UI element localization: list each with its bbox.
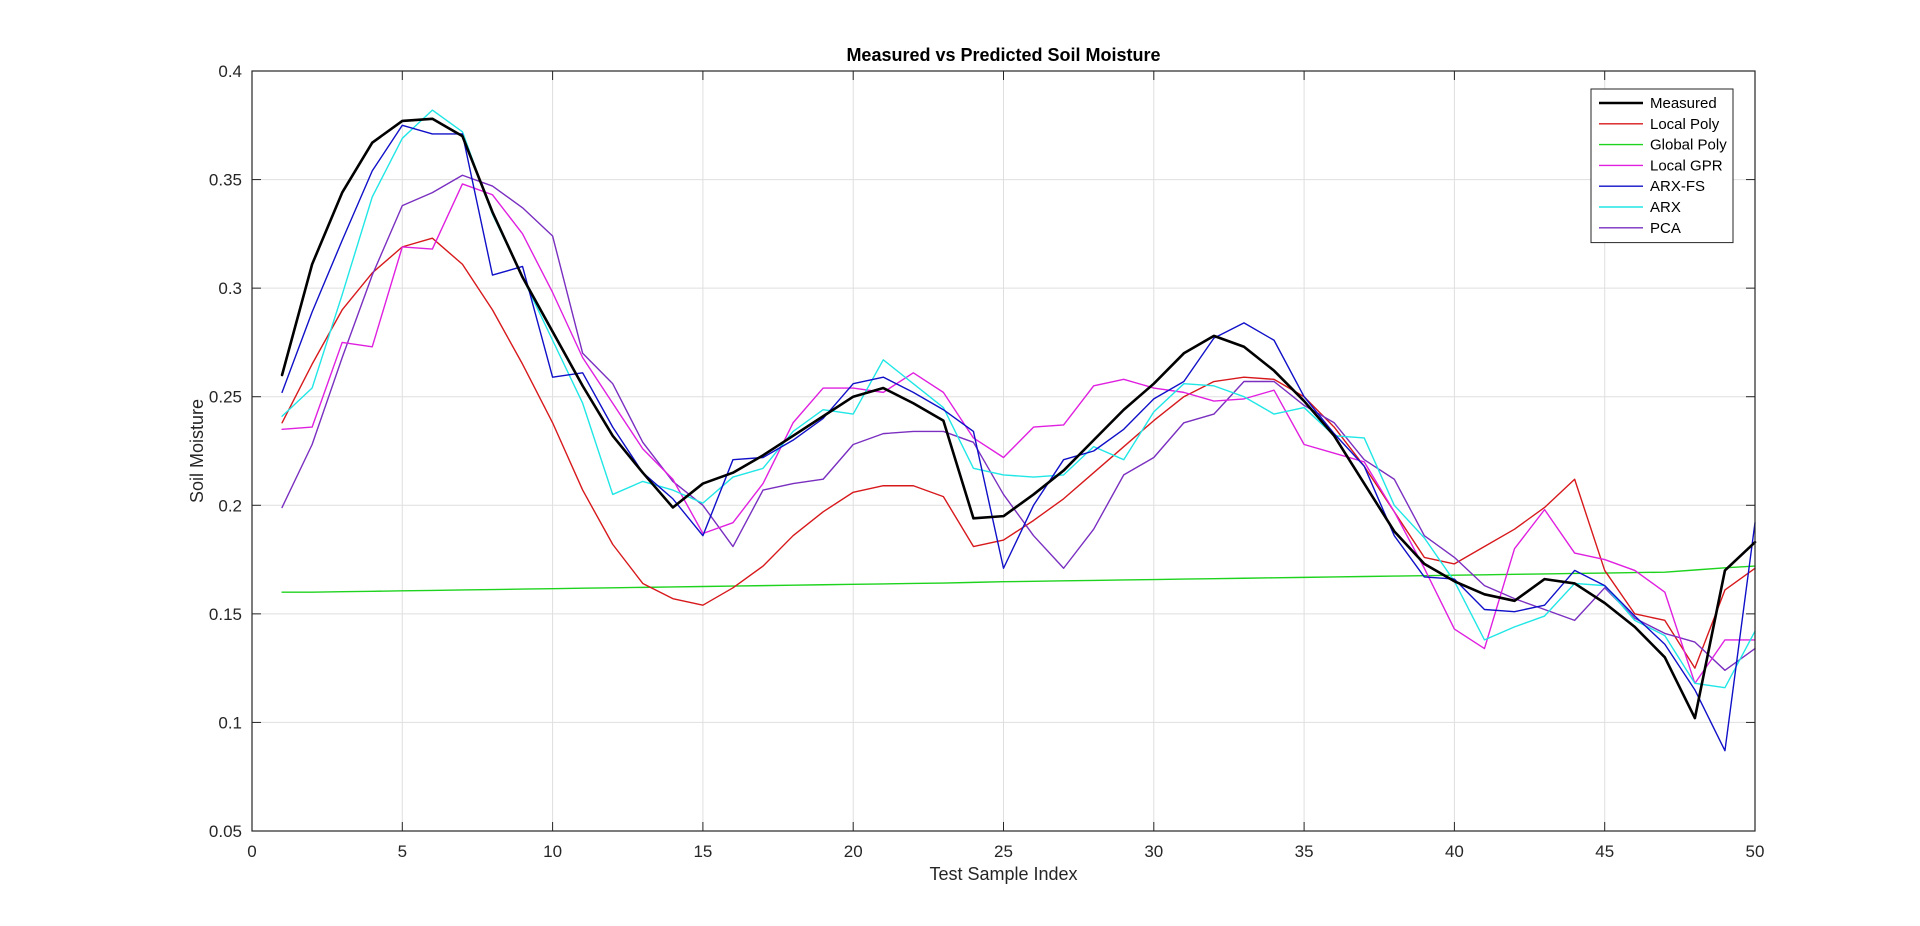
y-tick-label: 0.1 xyxy=(218,713,242,732)
x-tick-label: 45 xyxy=(1595,842,1614,861)
x-tick-label: 50 xyxy=(1746,842,1765,861)
x-tick-label: 0 xyxy=(247,842,256,861)
y-tick-label: 0.3 xyxy=(218,279,242,298)
x-tick-label: 5 xyxy=(398,842,407,861)
legend-label: Measured xyxy=(1650,95,1717,112)
legend-label: Local Poly xyxy=(1650,116,1720,133)
y-tick-label: 0.2 xyxy=(218,496,242,515)
series-line-global-poly xyxy=(281,565,1756,593)
x-tick-label: 30 xyxy=(1144,842,1163,861)
y-tick-label: 0.15 xyxy=(209,605,242,624)
series-layer xyxy=(280,109,1757,752)
x-tick-label: 40 xyxy=(1445,842,1464,861)
legend-label: ARX-FS xyxy=(1650,178,1705,195)
legend-label: Global Poly xyxy=(1650,137,1727,154)
y-tick-label: 0.4 xyxy=(218,62,242,81)
chart-title: Measured vs Predicted Soil Moisture xyxy=(846,45,1160,65)
x-tick-label: 25 xyxy=(994,842,1013,861)
series-line-local-poly xyxy=(281,237,1756,669)
y-axis-label: Soil Moisture xyxy=(187,399,207,503)
y-tick-label: 0.35 xyxy=(209,171,242,190)
x-axis-label: Test Sample Index xyxy=(929,864,1077,884)
x-tick-label: 35 xyxy=(1295,842,1314,861)
legend-label: Local GPR xyxy=(1650,157,1723,174)
y-tick-label: 0.25 xyxy=(209,388,242,407)
tick-marks xyxy=(251,70,1756,832)
legend-label: ARX xyxy=(1650,199,1681,216)
x-tick-label: 20 xyxy=(844,842,863,861)
tick-labels: 0 5 10 15 20 25 30 35 40 45 50 0.05 0.1 0.15 0.2 0.25 0.… xyxy=(209,62,1765,861)
series-line-measured xyxy=(280,117,1757,720)
x-tick-label: 10 xyxy=(543,842,562,861)
x-tick-label: 15 xyxy=(693,842,712,861)
series-line-pca xyxy=(281,174,1756,672)
legend: Measured Local Poly Global Poly Local GPR AR… xyxy=(1590,88,1734,244)
series-line-local-gpr xyxy=(281,183,1756,685)
legend-label: PCA xyxy=(1650,220,1681,237)
y-tick-label: 0.05 xyxy=(209,822,242,841)
